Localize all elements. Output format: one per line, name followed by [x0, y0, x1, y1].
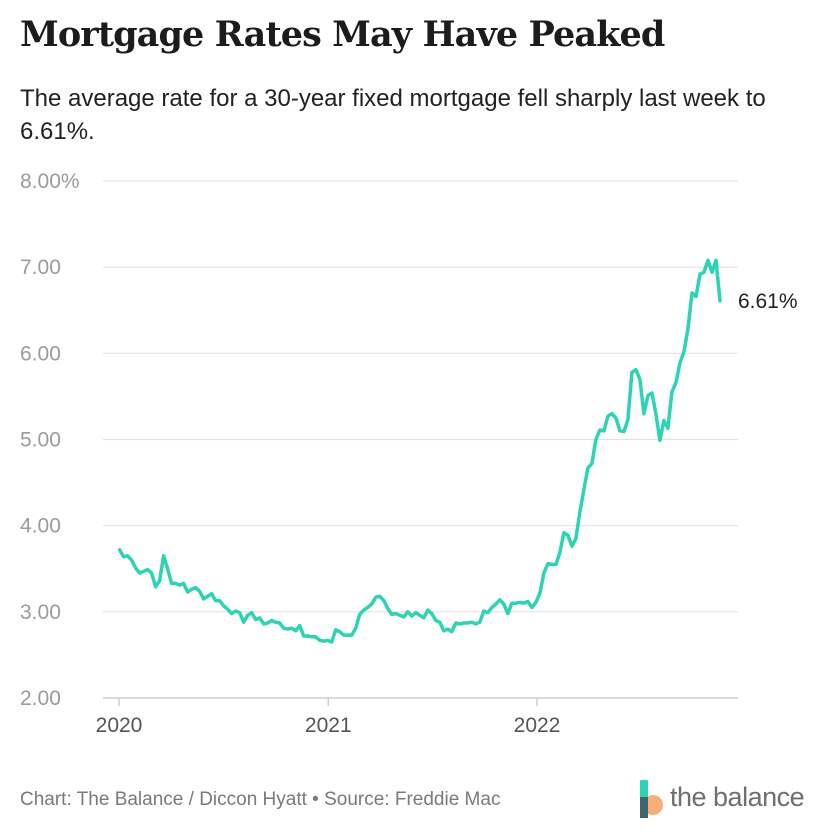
- y-tick-label: 5.00: [20, 429, 61, 452]
- x-tick-label: 2022: [514, 714, 561, 737]
- the-balance-logo-icon: [640, 780, 663, 818]
- chart-title: Mortgage Rates May Have Peaked: [20, 14, 665, 55]
- y-tick-label: 2.00: [20, 687, 61, 710]
- x-axis-ticks: 2020 2021 2022: [96, 698, 561, 737]
- line-chart: 8.00%7.006.005.004.003.002.00 2020 2021 20…: [20, 170, 798, 737]
- chart-subtitle: The average rate for a 30-year fixed mor…: [20, 85, 766, 145]
- rate-series-line: [117, 258, 722, 644]
- series-points: [119, 260, 721, 643]
- source-credit: Chart: The Balance / Diccon Hyatt • Sour…: [20, 789, 501, 810]
- y-tick-label: 4.00: [20, 515, 61, 538]
- y-axis-ticks: 8.00% 7.00 6.00 5.00 4.00 3.00 2.00: [20, 170, 80, 710]
- brand-name: the balance: [670, 782, 805, 812]
- y-tick-label: 3.00: [20, 601, 61, 624]
- gridlines: [103, 180, 738, 699]
- x-tick-label: 2020: [96, 714, 143, 737]
- y-tick-label: 7.00: [20, 256, 61, 279]
- brand-logo: the balance: [636, 780, 836, 818]
- y-tick-label: 8.00%: [20, 170, 80, 193]
- y-tick-label: 6.00: [20, 342, 61, 365]
- x-tick-label: 2021: [305, 714, 352, 737]
- end-value-label: 6.61%: [738, 290, 798, 313]
